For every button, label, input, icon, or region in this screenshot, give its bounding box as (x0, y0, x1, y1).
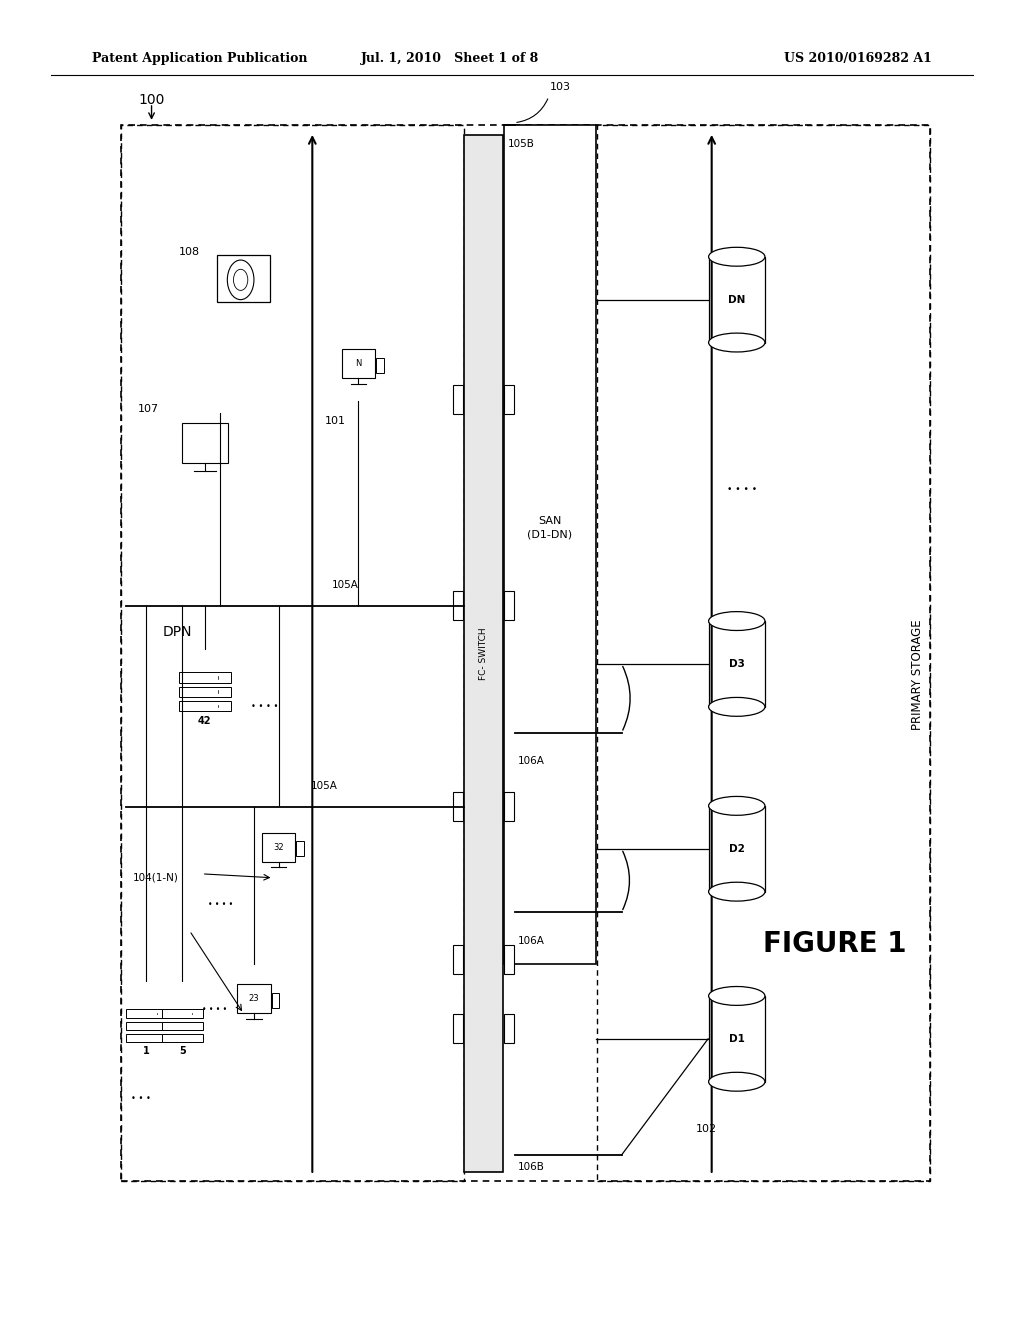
FancyBboxPatch shape (709, 256, 765, 342)
Text: PRIMARY STORAGE: PRIMARY STORAGE (911, 619, 924, 730)
FancyBboxPatch shape (453, 945, 463, 974)
Text: 106A: 106A (518, 756, 545, 767)
FancyBboxPatch shape (453, 792, 463, 821)
FancyBboxPatch shape (453, 1014, 463, 1043)
Text: D2: D2 (729, 843, 744, 854)
FancyBboxPatch shape (504, 945, 514, 974)
Text: 5: 5 (179, 1045, 185, 1056)
FancyBboxPatch shape (453, 591, 463, 620)
FancyBboxPatch shape (237, 985, 270, 1014)
FancyBboxPatch shape (179, 686, 230, 697)
Text: 42: 42 (198, 715, 212, 726)
FancyBboxPatch shape (464, 135, 503, 1172)
Text: Patent Application Publication: Patent Application Publication (92, 51, 307, 65)
Text: Jul. 1, 2010   Sheet 1 of 8: Jul. 1, 2010 Sheet 1 of 8 (361, 51, 540, 65)
Ellipse shape (709, 1072, 765, 1092)
Text: • • • •: • • • • (208, 900, 232, 908)
FancyBboxPatch shape (262, 833, 295, 862)
Ellipse shape (709, 697, 765, 717)
Ellipse shape (709, 611, 765, 631)
FancyBboxPatch shape (709, 620, 765, 708)
Ellipse shape (709, 247, 765, 267)
FancyBboxPatch shape (504, 385, 514, 414)
FancyBboxPatch shape (271, 993, 280, 1007)
Text: 106A: 106A (518, 936, 545, 946)
Ellipse shape (227, 260, 254, 300)
Text: 105A: 105A (332, 579, 358, 590)
Text: 102: 102 (696, 1123, 717, 1134)
Text: • • • •: • • • • (203, 1006, 227, 1014)
FancyBboxPatch shape (162, 1010, 203, 1018)
Text: • • • •: • • • • (251, 702, 278, 710)
Text: 103: 103 (550, 82, 571, 92)
Text: D3: D3 (729, 659, 744, 669)
FancyBboxPatch shape (709, 805, 765, 892)
FancyBboxPatch shape (182, 424, 228, 463)
Ellipse shape (709, 796, 765, 816)
Text: FC- SWITCH: FC- SWITCH (479, 627, 487, 680)
Text: D1: D1 (729, 1034, 744, 1044)
Text: • • •: • • • (131, 1094, 152, 1102)
FancyBboxPatch shape (504, 792, 514, 821)
Text: 105A: 105A (311, 780, 338, 791)
FancyBboxPatch shape (126, 1034, 167, 1041)
FancyBboxPatch shape (296, 841, 304, 855)
FancyBboxPatch shape (162, 1022, 203, 1030)
FancyBboxPatch shape (709, 995, 765, 1082)
Text: 32: 32 (273, 842, 284, 851)
FancyBboxPatch shape (504, 1014, 514, 1043)
Text: FIGURE 1: FIGURE 1 (763, 929, 906, 958)
FancyBboxPatch shape (162, 1034, 203, 1041)
FancyBboxPatch shape (376, 358, 384, 372)
Text: • • • •: • • • • (727, 486, 757, 494)
FancyBboxPatch shape (179, 701, 230, 711)
Text: 100: 100 (138, 94, 165, 107)
FancyBboxPatch shape (341, 350, 375, 379)
FancyBboxPatch shape (453, 385, 463, 414)
FancyBboxPatch shape (126, 1022, 167, 1030)
Text: 107: 107 (138, 404, 160, 414)
Text: 1: 1 (143, 1045, 150, 1056)
Ellipse shape (709, 986, 765, 1006)
Text: 106B: 106B (518, 1162, 545, 1172)
Ellipse shape (233, 269, 248, 290)
Text: US 2010/0169282 A1: US 2010/0169282 A1 (784, 51, 932, 65)
Text: N: N (355, 359, 361, 368)
FancyBboxPatch shape (504, 591, 514, 620)
Text: SAN
(D1-DN): SAN (D1-DN) (527, 516, 572, 540)
Ellipse shape (709, 333, 765, 352)
Ellipse shape (709, 882, 765, 902)
FancyBboxPatch shape (126, 1010, 167, 1018)
Text: 105B: 105B (508, 139, 535, 149)
FancyBboxPatch shape (217, 255, 270, 302)
Text: 23: 23 (249, 994, 259, 1003)
FancyBboxPatch shape (179, 672, 230, 682)
Text: DPN: DPN (163, 626, 191, 639)
Text: 108: 108 (179, 247, 201, 257)
Text: 104(1-N): 104(1-N) (133, 873, 179, 883)
Text: DN: DN (728, 294, 745, 305)
Text: 101: 101 (325, 416, 346, 426)
FancyBboxPatch shape (504, 125, 596, 964)
